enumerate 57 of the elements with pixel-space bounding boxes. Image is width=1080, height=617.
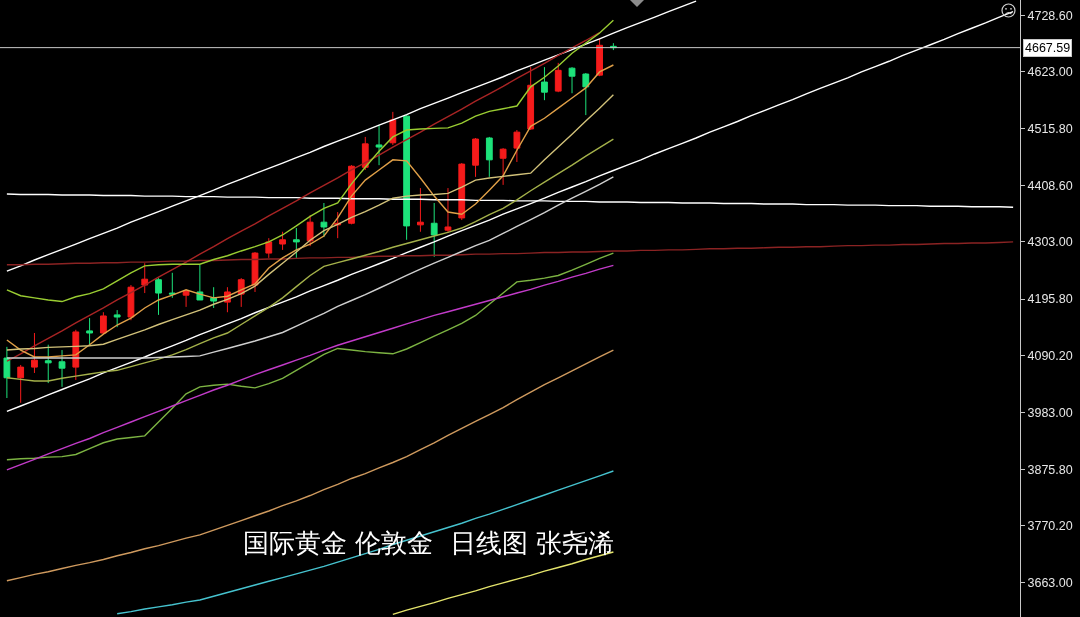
candlestick	[3, 346, 11, 399]
y-tick-label: 4303.00	[1027, 235, 1073, 250]
candlestick	[417, 187, 424, 233]
y-tick-label: 3663.00	[1027, 576, 1073, 591]
candlestick	[141, 262, 149, 294]
candlestick	[513, 129, 521, 163]
candlestick	[99, 311, 107, 335]
y-tick-label: 4515.80	[1027, 121, 1073, 136]
candlestick	[58, 349, 66, 388]
y-tick-label: 4408.60	[1027, 179, 1073, 194]
candlestick	[44, 344, 52, 384]
candlestick	[182, 289, 190, 308]
candlestick	[210, 286, 218, 309]
line-series	[6, 349, 615, 582]
candlestick	[541, 66, 548, 101]
candlestick	[168, 272, 176, 299]
line-series	[116, 470, 615, 615]
line-series	[6, 138, 615, 382]
candlestick	[17, 364, 25, 404]
y-tick-label: 4090.20	[1027, 348, 1073, 363]
candlestick	[458, 162, 466, 221]
candlestick	[127, 284, 135, 321]
candlestick	[499, 147, 507, 186]
candlestick	[554, 62, 562, 93]
candlestick	[155, 277, 162, 316]
candlestick	[361, 136, 369, 171]
y-tick-label: 4728.60	[1027, 8, 1073, 23]
y-tick-label: 4623.00	[1027, 64, 1073, 79]
y-tick-label: 3983.00	[1027, 405, 1073, 420]
candlestick	[113, 309, 121, 328]
candlestick	[251, 251, 259, 293]
candlestick	[375, 124, 383, 166]
line-series	[6, 19, 615, 303]
y-tick-label: 3875.80	[1027, 462, 1073, 477]
line-series	[6, 241, 1014, 266]
candlestick	[389, 111, 397, 146]
candlestick	[196, 264, 204, 301]
candlestick	[472, 137, 479, 178]
candlestick	[485, 136, 493, 178]
ref-line-label: 4667.59	[1025, 41, 1071, 55]
y-tick-label: 3770.20	[1027, 519, 1073, 534]
candlestick	[444, 187, 452, 234]
candlestick	[320, 202, 328, 238]
candlestick	[31, 332, 38, 374]
candlestick	[582, 72, 590, 116]
candlestick	[279, 231, 286, 251]
line-series	[6, 176, 615, 359]
candlestick	[430, 202, 438, 258]
candlestick	[86, 317, 93, 346]
candlestick	[527, 66, 535, 131]
candlestick	[568, 66, 576, 94]
candlestick	[292, 227, 300, 259]
candlestick	[403, 114, 411, 241]
candlestick	[306, 214, 314, 247]
y-tick-label: 4195.80	[1027, 292, 1073, 307]
candlestick	[265, 237, 273, 259]
candlestick	[596, 37, 603, 77]
